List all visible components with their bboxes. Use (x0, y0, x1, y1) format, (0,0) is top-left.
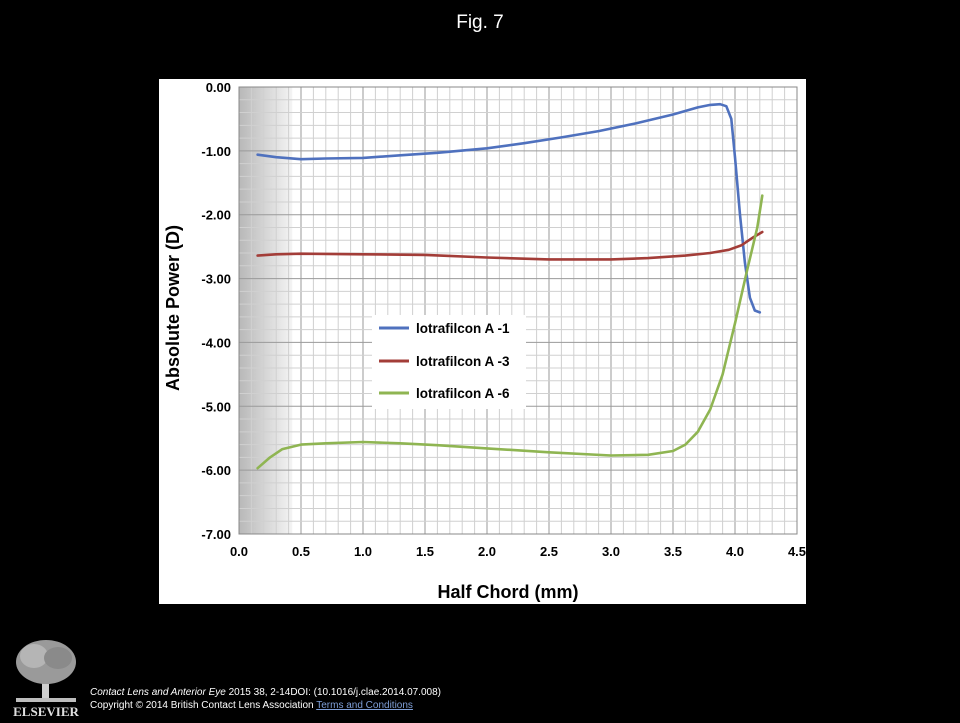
x-tick-label: 2.0 (478, 544, 496, 559)
shaded-region (239, 87, 293, 534)
publisher-wordmark: ELSEVIER (13, 704, 79, 718)
x-tick-label: 0.5 (292, 544, 310, 559)
journal-name: Contact Lens and Anterior Eye (90, 687, 226, 698)
y-tick-label: 0.00 (206, 80, 231, 95)
grid (238, 86, 798, 535)
plot-area-border (238, 86, 798, 535)
y-axis-ticks: 0.00 -1.00 -2.00 -3.00 -4.00 -5.00 -6.00 -7.00 (201, 80, 231, 542)
copyright-line: Copyright © 2014 British Contact Lens As… (90, 699, 441, 712)
x-tick-label: 4.0 (726, 544, 744, 559)
legend: lotrafilcon A -1 lotrafilcon A -3 lotraf… (372, 315, 526, 409)
y-tick-label: -2.00 (201, 208, 231, 223)
line-chart: 0.0 0.5 1.0 1.5 2.0 2.5 3.0 3.5 4.0 4.5 0.00 -1.00… (163, 80, 806, 602)
copyright-text: Copyright © 2014 British Contact Lens As… (90, 700, 314, 711)
x-tick-label: 3.5 (664, 544, 682, 559)
x-axis-title: Half Chord (mm) (438, 582, 579, 602)
y-axis-title: Absolute Power (D) (163, 225, 183, 391)
x-tick-label: 3.0 (602, 544, 620, 559)
slide-title: Fig. 7 (456, 12, 504, 33)
series-line-3 (256, 194, 764, 470)
series-line-2 (256, 230, 764, 261)
legend-label-2: lotrafilcon A -3 (416, 354, 510, 369)
x-tick-label: 2.5 (540, 544, 558, 559)
y-tick-label: -3.00 (201, 272, 231, 287)
citation-details: 2015 38, 2-14DOI: (10.1016/j.clae.2014.0… (225, 687, 441, 698)
x-tick-label: 1.0 (354, 544, 372, 559)
y-tick-label: -4.00 (201, 335, 231, 350)
x-tick-label: 1.5 (416, 544, 434, 559)
chart-panel: 0.0 0.5 1.0 1.5 2.0 2.5 3.0 3.5 4.0 4.5 0.00 -1.00… (159, 79, 806, 604)
y-tick-label: -7.00 (201, 527, 231, 542)
tree-icon (16, 640, 76, 702)
citation-line: Contact Lens and Anterior Eye 2015 38, 2… (90, 686, 441, 699)
legend-label-1: lotrafilcon A -1 (416, 321, 510, 336)
y-tick-label: -5.00 (201, 399, 231, 414)
series-line-1 (256, 102, 762, 314)
publisher-logo: ELSEVIER (8, 636, 84, 719)
x-axis-ticks: 0.0 0.5 1.0 1.5 2.0 2.5 3.0 3.5 4.0 4.5 (230, 544, 806, 559)
y-tick-label: -1.00 (201, 144, 231, 159)
legend-label-3: lotrafilcon A -6 (416, 386, 510, 401)
terms-link[interactable]: Terms and Conditions (316, 700, 413, 711)
series-lines (256, 102, 764, 470)
x-tick-label: 4.5 (788, 544, 806, 559)
citation-block: Contact Lens and Anterior Eye 2015 38, 2… (90, 686, 441, 712)
y-tick-label: -6.00 (201, 463, 231, 478)
x-tick-label: 0.0 (230, 544, 248, 559)
